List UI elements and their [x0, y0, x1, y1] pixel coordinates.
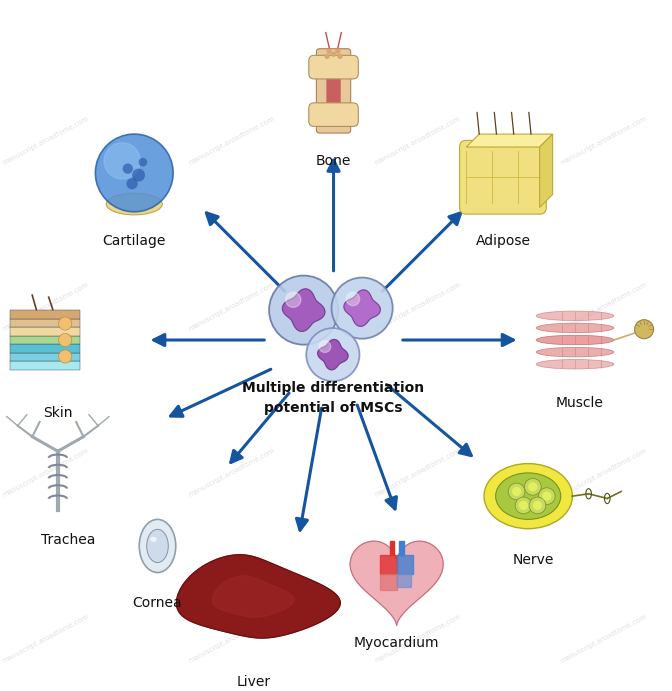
Text: manuscript.aroadtome.com: manuscript.aroadtome.com: [187, 448, 276, 498]
Circle shape: [515, 497, 532, 514]
Bar: [9, 310, 79, 319]
Text: manuscript.aroadtome.com: manuscript.aroadtome.com: [374, 614, 462, 664]
Ellipse shape: [106, 193, 163, 215]
Ellipse shape: [496, 473, 560, 520]
Polygon shape: [396, 574, 411, 587]
Circle shape: [336, 49, 340, 53]
Circle shape: [331, 278, 392, 339]
Circle shape: [508, 483, 525, 500]
Circle shape: [325, 55, 329, 58]
Ellipse shape: [139, 520, 176, 573]
Bar: [9, 353, 79, 361]
Text: Cornea: Cornea: [132, 596, 182, 609]
Ellipse shape: [536, 359, 614, 369]
Circle shape: [138, 158, 147, 167]
Bar: [9, 327, 79, 336]
Ellipse shape: [536, 311, 614, 321]
Circle shape: [122, 164, 133, 174]
Text: manuscript.aroadtome.com: manuscript.aroadtome.com: [559, 614, 648, 664]
Text: Liver: Liver: [237, 676, 271, 690]
Bar: [9, 319, 79, 327]
Polygon shape: [390, 541, 394, 555]
Circle shape: [524, 478, 541, 495]
Polygon shape: [212, 576, 294, 617]
Polygon shape: [344, 290, 380, 326]
Circle shape: [338, 55, 342, 58]
Ellipse shape: [146, 529, 168, 562]
Circle shape: [306, 328, 360, 381]
Polygon shape: [396, 555, 413, 574]
Circle shape: [58, 334, 72, 347]
Text: manuscript.aroadtome.com: manuscript.aroadtome.com: [187, 614, 276, 664]
FancyBboxPatch shape: [317, 49, 351, 133]
Bar: [9, 361, 79, 370]
Ellipse shape: [484, 464, 573, 529]
Text: Muscle: Muscle: [555, 397, 603, 410]
Polygon shape: [380, 555, 396, 574]
Circle shape: [126, 178, 138, 189]
Circle shape: [634, 320, 654, 339]
Text: Multiple differentiation
potential of MSCs: Multiple differentiation potential of MS…: [243, 381, 425, 415]
FancyBboxPatch shape: [309, 103, 358, 126]
Bar: [9, 344, 79, 353]
Circle shape: [512, 487, 521, 496]
Text: Adipose: Adipose: [476, 234, 530, 248]
Circle shape: [519, 501, 528, 510]
Polygon shape: [466, 134, 552, 147]
Text: manuscript.aroadtome.com: manuscript.aroadtome.com: [1, 614, 89, 664]
Text: manuscript.aroadtome.com: manuscript.aroadtome.com: [559, 115, 648, 166]
Ellipse shape: [536, 348, 614, 357]
FancyBboxPatch shape: [460, 140, 546, 214]
Circle shape: [528, 482, 538, 491]
Polygon shape: [540, 134, 552, 207]
Circle shape: [331, 53, 335, 56]
Text: Skin: Skin: [43, 406, 73, 420]
Text: manuscript.aroadtome.com: manuscript.aroadtome.com: [1, 448, 89, 498]
Circle shape: [346, 292, 360, 305]
Bar: [9, 336, 79, 344]
Circle shape: [132, 169, 145, 182]
Text: Myocardium: Myocardium: [354, 636, 439, 650]
Polygon shape: [282, 289, 325, 331]
Circle shape: [58, 350, 72, 363]
Circle shape: [529, 497, 546, 514]
Ellipse shape: [536, 323, 614, 332]
Text: manuscript.aroadtome.com: manuscript.aroadtome.com: [187, 115, 276, 166]
Text: manuscript.aroadtome.com: manuscript.aroadtome.com: [1, 281, 89, 332]
Text: manuscript.aroadtome.com: manuscript.aroadtome.com: [374, 115, 462, 166]
Text: manuscript.aroadtome.com: manuscript.aroadtome.com: [374, 281, 462, 332]
Circle shape: [104, 143, 140, 179]
Text: Trachea: Trachea: [40, 533, 95, 547]
Circle shape: [542, 491, 552, 501]
Text: manuscript.aroadtome.com: manuscript.aroadtome.com: [559, 448, 648, 498]
Circle shape: [95, 134, 173, 212]
Text: Cartilage: Cartilage: [103, 234, 166, 248]
Circle shape: [319, 341, 331, 352]
Circle shape: [327, 49, 331, 53]
FancyBboxPatch shape: [327, 59, 341, 123]
Circle shape: [286, 292, 301, 307]
Text: manuscript.aroadtome.com: manuscript.aroadtome.com: [374, 448, 462, 498]
Text: Bone: Bone: [316, 154, 351, 168]
Text: Nerve: Nerve: [512, 553, 554, 567]
Polygon shape: [380, 574, 396, 590]
Polygon shape: [318, 339, 348, 370]
Text: manuscript.aroadtome.com: manuscript.aroadtome.com: [1, 115, 89, 166]
Text: manuscript.aroadtome.com: manuscript.aroadtome.com: [187, 281, 276, 332]
Circle shape: [269, 276, 338, 345]
Circle shape: [538, 488, 555, 504]
Ellipse shape: [151, 537, 157, 542]
Polygon shape: [350, 541, 443, 625]
Ellipse shape: [536, 335, 614, 345]
FancyBboxPatch shape: [309, 55, 358, 79]
Polygon shape: [399, 541, 404, 555]
Circle shape: [58, 317, 72, 330]
Text: manuscript.aroadtome.com: manuscript.aroadtome.com: [559, 281, 648, 332]
Circle shape: [533, 501, 542, 510]
Polygon shape: [177, 555, 340, 638]
